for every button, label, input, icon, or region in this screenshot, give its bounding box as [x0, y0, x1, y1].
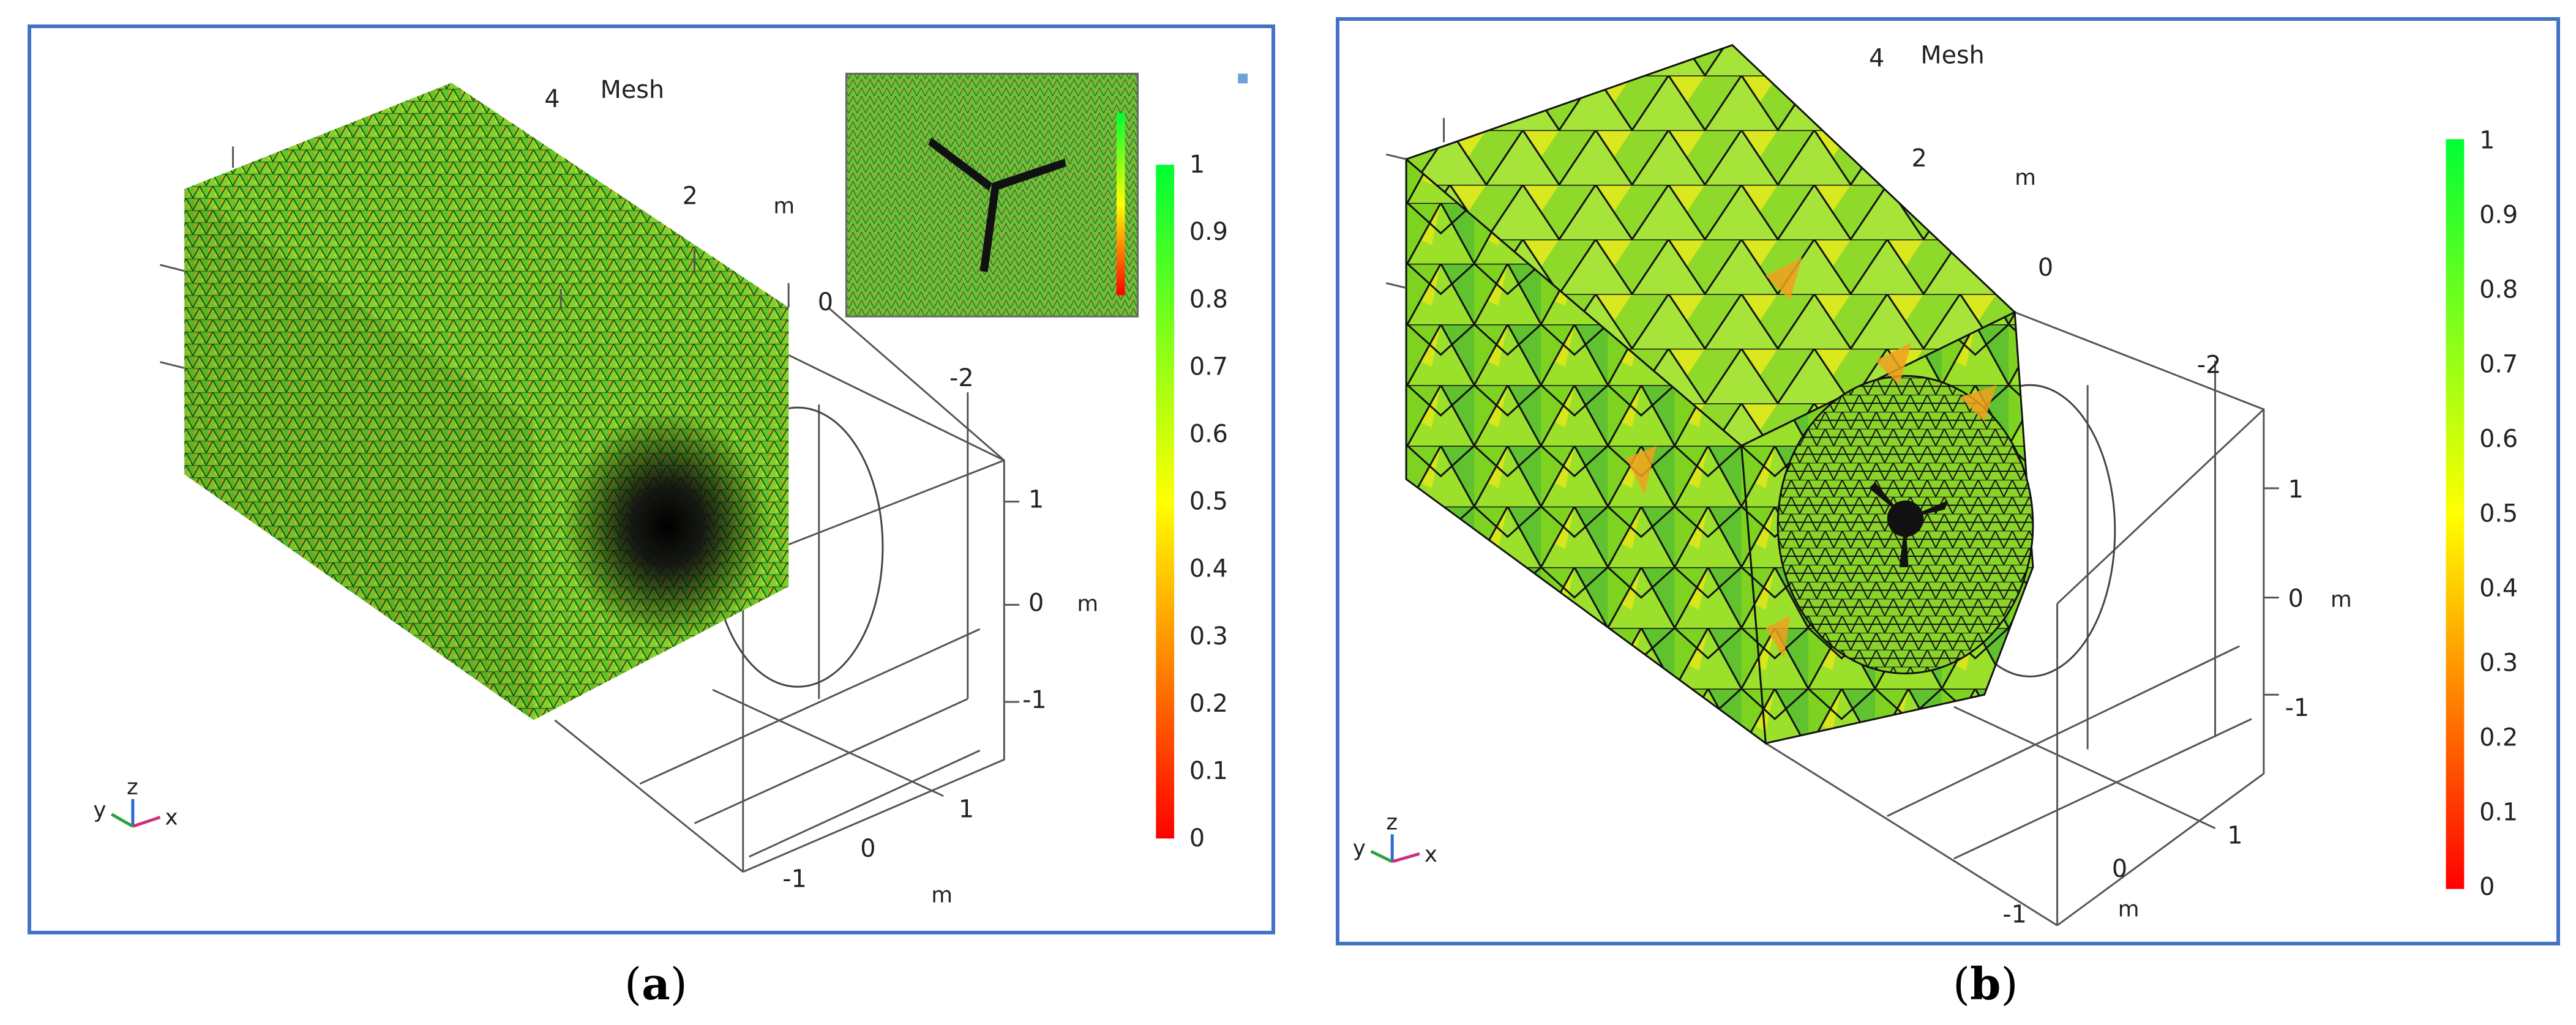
depth-tick-2: 2	[683, 182, 698, 211]
caption-b: (b)	[1953, 958, 2018, 1010]
colorbar: 1 0.9 0.8 0.7 0.6 0.5 0.4 0.3 0.2 0.1 0	[1156, 151, 1228, 852]
front-tick-minus1: -1	[2002, 900, 2027, 928]
cb-tick-0.4: 0.4	[1189, 555, 1228, 583]
right-unit: m	[1077, 591, 1098, 616]
cb-tick-0.1: 0.1	[1189, 757, 1228, 785]
front-unit: m	[931, 882, 953, 908]
panel-a: Mesh 4 2 0 m -2 1 0 -1 m 1 0 -1 m 1 0.9 …	[28, 24, 1275, 934]
cb-tick-0.5: 0.5	[1189, 488, 1228, 516]
right-unit: m	[2331, 587, 2352, 612]
depth-tick-4: 4	[544, 85, 560, 113]
front-tick-1: 1	[959, 796, 974, 824]
cb-tick-0.7: 0.7	[2479, 350, 2518, 378]
right-tick-1: 1	[2288, 475, 2304, 504]
cb-tick-0.6: 0.6	[2479, 425, 2518, 453]
rotor-blade-3	[979, 182, 1000, 272]
right-tick-minus2: -2	[2197, 351, 2222, 379]
mesh-block-side	[184, 188, 534, 720]
depth-unit: m	[773, 194, 795, 219]
edge-ticks	[1385, 117, 2279, 696]
axis-y-label: y	[1353, 836, 1366, 861]
cb-tick-1: 1	[2479, 126, 2495, 154]
caption-a: (a)	[624, 958, 687, 1010]
cb-tick-0.9: 0.9	[2479, 201, 2518, 229]
mesh-title: Mesh	[601, 76, 664, 104]
cb-tick-0.3: 0.3	[1189, 622, 1228, 650]
rotor-inset	[845, 72, 1139, 318]
cb-tick-0: 0	[1189, 824, 1205, 852]
right-tick-0: 0	[1028, 589, 1044, 617]
axis-x-label: x	[165, 805, 178, 830]
depth-tick-0: 0	[818, 288, 833, 316]
right-tick-minus1: -1	[1022, 686, 1047, 714]
right-tick-minus2: -2	[949, 364, 974, 392]
cb-tick-0.1: 0.1	[2479, 799, 2518, 827]
caption-b-letter: b	[1970, 958, 2001, 1010]
dense-mesh-core	[564, 410, 771, 641]
cb-tick-0: 0	[2479, 873, 2495, 901]
orange-cells	[1626, 257, 1997, 658]
front-tick-0: 0	[2112, 855, 2127, 883]
cb-tick-0.2: 0.2	[2479, 724, 2518, 752]
right-tick-0: 0	[2288, 584, 2304, 613]
caption-a-letter: a	[642, 958, 670, 1010]
cb-tick-0.8: 0.8	[1189, 285, 1228, 313]
cb-tick-0.8: 0.8	[2479, 275, 2518, 304]
mesh-block-top	[184, 83, 789, 423]
wireframe-box	[554, 307, 1005, 873]
inset-colorbar	[1116, 113, 1125, 296]
colorbar-gradient	[2446, 139, 2465, 889]
axis-triad-icon: z y x	[93, 775, 178, 830]
axis-z-label: z	[127, 775, 138, 800]
edge-ticks	[160, 146, 1020, 703]
cb-tick-0.7: 0.7	[1189, 352, 1228, 381]
axis-z-label: z	[1386, 810, 1398, 835]
panel-a-figure: Mesh 4 2 0 m -2 1 0 -1 m 1 0 -1 m 1 0.9 …	[93, 72, 1248, 908]
wireframe-box	[1765, 311, 2265, 926]
cb-tick-0.3: 0.3	[2479, 649, 2518, 677]
rotor-blade-1	[928, 137, 992, 191]
depth-tick-4: 4	[1869, 44, 1884, 72]
panel-b-figure: 4 Mesh 2 m 0 -2 1 0 -1 m 1 0 -1 m 1 0.9 …	[1353, 41, 2518, 928]
axis-x-label: x	[1425, 842, 1437, 867]
cb-tick-1: 1	[1189, 151, 1205, 179]
axis-triad-icon: z y x	[1353, 810, 1437, 867]
corner-icon	[1238, 73, 1248, 84]
depth-tick-0: 0	[2038, 254, 2053, 282]
cb-tick-0.6: 0.6	[1189, 420, 1228, 448]
depth-tick-2: 2	[1911, 144, 1926, 173]
right-tick-1: 1	[1028, 486, 1044, 514]
cb-tick-0.5: 0.5	[2479, 499, 2518, 527]
front-tick-0: 0	[860, 835, 875, 863]
mesh-title: Mesh	[1920, 41, 1984, 69]
cb-tick-0.4: 0.4	[2479, 575, 2518, 603]
rotor-blade-2	[992, 158, 1066, 191]
colorbar: 1 0.9 0.8 0.7 0.6 0.5 0.4 0.3 0.2 0.1 0	[2446, 126, 2518, 901]
rotor-hub-dense	[1869, 482, 1948, 567]
front-tick-minus1: -1	[782, 865, 807, 893]
front-tick-1: 1	[2227, 821, 2242, 849]
axis-y-label: y	[93, 798, 106, 823]
depth-unit: m	[2015, 165, 2036, 190]
cb-tick-0.2: 0.2	[1189, 690, 1228, 718]
front-unit: m	[2118, 896, 2140, 922]
colorbar-gradient	[1156, 165, 1175, 839]
right-tick-minus1: -1	[2285, 694, 2310, 722]
cb-tick-0.9: 0.9	[1189, 218, 1228, 246]
panel-b: 4 Mesh 2 m 0 -2 1 0 -1 m 1 0 -1 m 1 0.9 …	[1336, 17, 2560, 945]
